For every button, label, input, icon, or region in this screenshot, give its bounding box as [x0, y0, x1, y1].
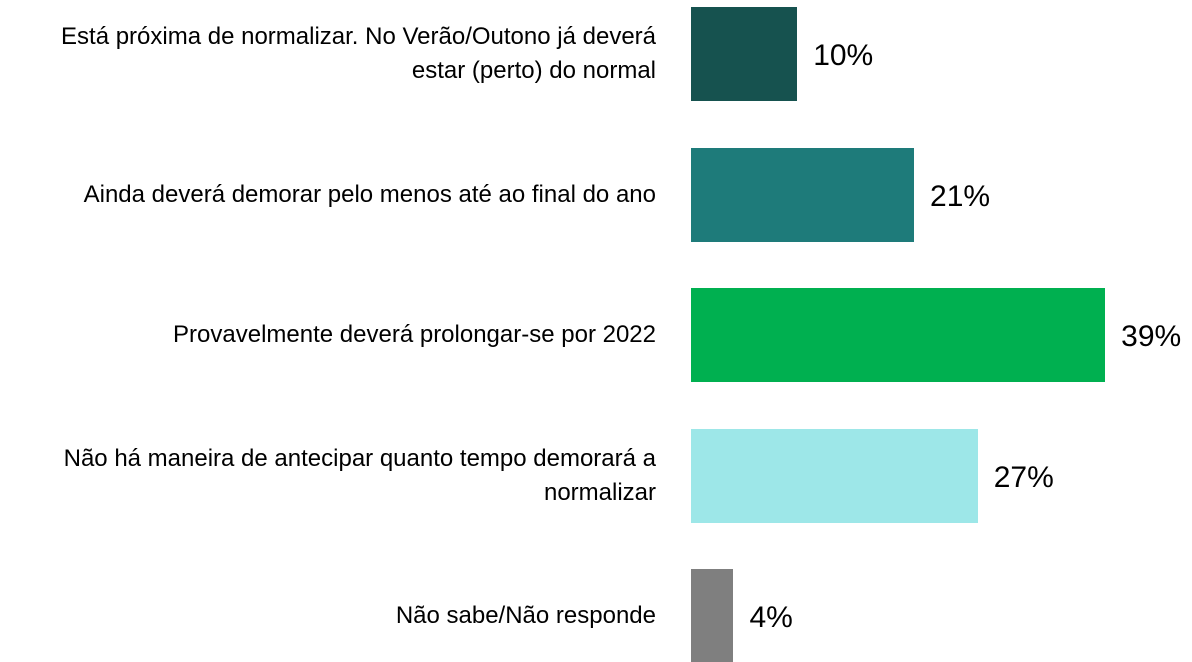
category-label: Está próxima de normalizar. No Verão/Out…	[61, 23, 656, 84]
value-label: 4%	[749, 601, 793, 634]
bar	[691, 569, 734, 662]
bar	[691, 7, 798, 101]
category-label: Não sabe/Não responde	[395, 602, 656, 629]
bar	[691, 288, 1106, 382]
category-label: Ainda deverá demorar pelo menos até ao f…	[83, 180, 656, 208]
bar	[691, 147, 915, 242]
value-label: 10%	[813, 39, 874, 72]
category-label: Provavelmente deverá prolongar-se por 20…	[173, 321, 656, 348]
value-label: 21%	[930, 179, 991, 213]
value-label: 27%	[993, 460, 1054, 494]
bar	[691, 428, 978, 523]
category-label: Não há maneira de antecipar quanto tempo…	[63, 444, 656, 506]
value-label: 39%	[1121, 320, 1182, 353]
